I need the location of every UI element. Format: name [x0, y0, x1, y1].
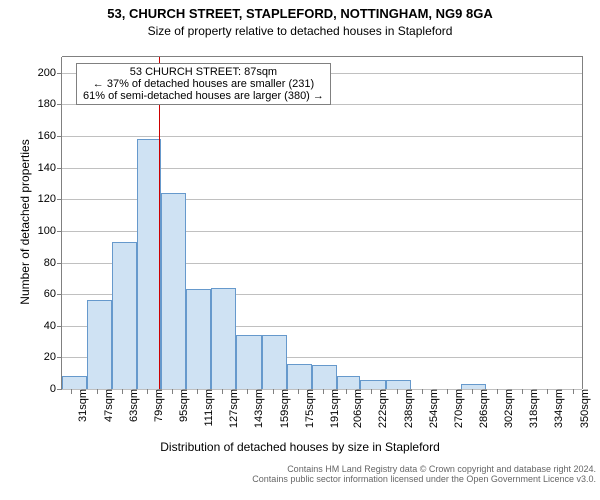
annotation-line: 61% of semi-detached houses are larger (… [83, 90, 324, 102]
x-tick-mark [147, 389, 148, 394]
x-tick-mark [323, 389, 324, 394]
x-tick-label: 206sqm [350, 389, 364, 428]
x-tick-label: 302sqm [501, 389, 515, 428]
histogram-bar [161, 193, 186, 389]
x-tick-mark [447, 389, 448, 394]
y-tick-label: 200 [38, 67, 62, 79]
reference-line [159, 57, 160, 389]
footer-line-1: Contains HM Land Registry data © Crown c… [287, 464, 596, 474]
histogram-bar [62, 376, 87, 389]
x-tick-mark [122, 389, 123, 394]
x-tick-label: 270sqm [451, 389, 465, 428]
x-tick-label: 143sqm [251, 389, 265, 428]
histogram-bar [211, 288, 236, 389]
histogram-bar [287, 364, 312, 389]
histogram-bar [337, 376, 361, 389]
histogram-bar [386, 380, 411, 389]
histogram-bar [137, 139, 161, 389]
x-tick-label: 350sqm [577, 389, 591, 428]
x-tick-mark [172, 389, 173, 394]
x-tick-mark [273, 389, 274, 394]
y-tick-label: 140 [38, 162, 62, 174]
x-tick-mark [472, 389, 473, 394]
annotation-line: ← 37% of detached houses are smaller (23… [83, 78, 324, 90]
x-tick-mark [497, 389, 498, 394]
x-tick-label: 63sqm [126, 389, 140, 422]
y-tick-label: 160 [38, 130, 62, 142]
x-tick-label: 254sqm [426, 389, 440, 428]
chart-container: 53, CHURCH STREET, STAPLEFORD, NOTTINGHA… [0, 0, 600, 500]
x-tick-label: 238sqm [401, 389, 415, 428]
y-tick-label: 20 [44, 351, 62, 363]
annotation-line: 53 CHURCH STREET: 87sqm [83, 66, 324, 78]
x-tick-label: 31sqm [75, 389, 89, 422]
x-tick-label: 111sqm [201, 389, 215, 427]
x-tick-label: 79sqm [151, 389, 165, 422]
plot-area: 02040608010012014016018020031sqm47sqm63s… [62, 56, 583, 389]
x-tick-label: 334sqm [551, 389, 565, 428]
y-tick-label: 60 [44, 288, 62, 300]
histogram-bar [236, 335, 261, 389]
x-tick-mark [522, 389, 523, 394]
x-tick-mark [247, 389, 248, 394]
y-tick-label: 40 [44, 320, 62, 332]
x-tick-mark [97, 389, 98, 394]
histogram-bar [262, 335, 287, 389]
histogram-bar [186, 289, 211, 389]
histogram-bar [360, 380, 385, 389]
x-axis-label: Distribution of detached houses by size … [0, 440, 600, 454]
x-tick-mark [397, 389, 398, 394]
y-tick-label: 0 [50, 383, 62, 395]
chart-subtitle: Size of property relative to detached ho… [0, 24, 600, 38]
footer-line-2: Contains public sector information licen… [252, 474, 596, 484]
x-tick-label: 159sqm [277, 389, 291, 428]
histogram-bar [112, 242, 137, 389]
x-tick-label: 175sqm [302, 389, 316, 428]
y-tick-label: 120 [38, 193, 62, 205]
x-tick-label: 127sqm [226, 389, 240, 428]
x-tick-mark [222, 389, 223, 394]
x-tick-mark [346, 389, 347, 394]
x-tick-label: 318sqm [526, 389, 540, 428]
x-tick-mark [197, 389, 198, 394]
x-tick-mark [71, 389, 72, 394]
x-tick-label: 47sqm [101, 389, 115, 422]
histogram-bar [87, 300, 112, 389]
x-tick-mark [298, 389, 299, 394]
y-tick-label: 180 [38, 98, 62, 110]
x-tick-label: 222sqm [375, 389, 389, 428]
y-tick-label: 80 [44, 257, 62, 269]
y-tick-label: 100 [38, 225, 62, 237]
x-tick-mark [422, 389, 423, 394]
x-tick-label: 191sqm [327, 389, 341, 428]
x-tick-mark [371, 389, 372, 394]
chart-title: 53, CHURCH STREET, STAPLEFORD, NOTTINGHA… [0, 6, 600, 21]
annotation-box: 53 CHURCH STREET: 87sqm← 37% of detached… [76, 63, 331, 105]
x-tick-label: 95sqm [176, 389, 190, 422]
x-tick-mark [547, 389, 548, 394]
histogram-bar [312, 365, 337, 389]
x-tick-label: 286sqm [476, 389, 490, 428]
footer: Contains HM Land Registry data © Crown c… [0, 464, 596, 484]
y-axis-label: Number of detached properties [18, 56, 32, 388]
x-tick-mark [573, 389, 574, 394]
grid-line [62, 136, 582, 137]
